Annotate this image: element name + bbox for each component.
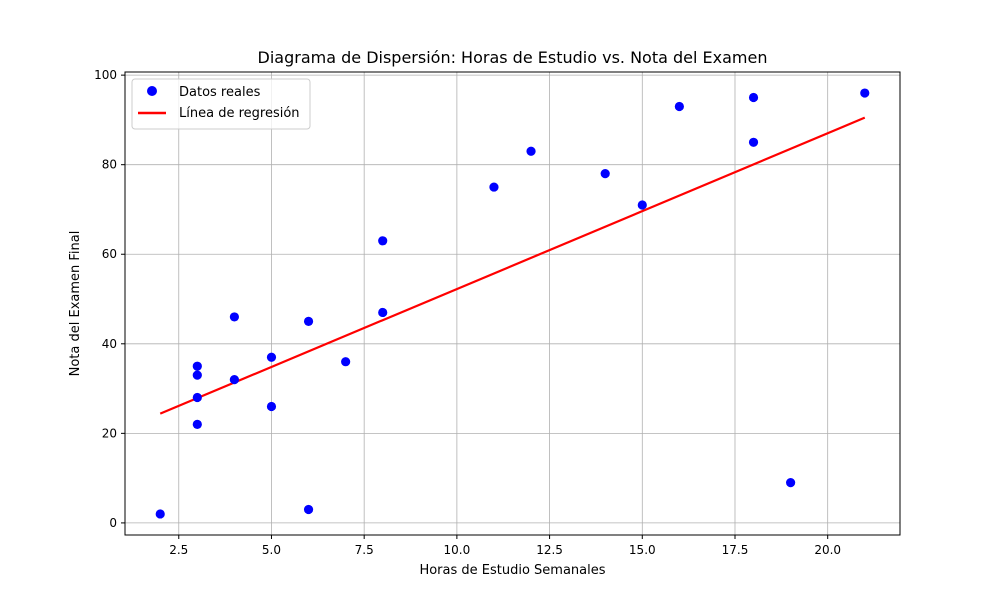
regression-line (159, 116, 866, 415)
data-point (600, 169, 610, 179)
x-tick-label: 15.0 (629, 543, 656, 557)
data-point (229, 375, 239, 385)
data-point (748, 92, 759, 103)
data-point (266, 401, 277, 412)
data-point (674, 101, 684, 112)
data-point (526, 146, 536, 156)
plot-frame (124, 71, 901, 536)
data-point (786, 478, 796, 488)
data-point (489, 182, 499, 192)
legend-label-datos-reales: Datos reales (179, 85, 261, 100)
data-point (266, 352, 277, 362)
data-point (378, 307, 388, 318)
data-point (378, 236, 388, 246)
legend-box (131, 78, 311, 130)
data-point (303, 504, 314, 515)
x-tick-label: 12.5 (536, 543, 563, 557)
grid-lines (125, 72, 900, 535)
y-tick-label: 60 (102, 247, 117, 261)
x-tick-label: 5.0 (262, 543, 281, 557)
data-point (192, 361, 202, 371)
data-point (155, 509, 165, 519)
y-tick-label: 100 (94, 68, 117, 82)
data-point (192, 419, 202, 429)
x-tick-label: 10.0 (444, 543, 471, 557)
y-tick-label: 0 (109, 516, 117, 530)
y-axis: 0 20 40 60 80 100 (94, 68, 125, 530)
x-tick-label: 7.5 (355, 543, 374, 557)
x-tick-label: 17.5 (722, 543, 749, 557)
y-axis-label: Nota del Examen Final (68, 231, 83, 377)
chart-title: Diagrama de Dispersión: Horas de Estudio… (258, 48, 768, 67)
x-axis-label: Horas de Estudio Semanales (419, 563, 605, 578)
legend-scatter-marker (147, 86, 157, 96)
data-point (748, 137, 759, 147)
y-tick-label: 40 (102, 337, 117, 351)
data-point (341, 357, 351, 367)
series-layer (155, 88, 870, 519)
data-point (637, 200, 647, 210)
y-tick-label: 20 (102, 426, 117, 440)
data-point (192, 392, 202, 403)
x-axis: 2.5 5.0 7.5 10.0 12.5 15.0 17.5 20.0 (169, 535, 841, 557)
data-point (860, 88, 870, 98)
legend: Datos reales Línea de regresión (131, 78, 311, 130)
data-point (192, 370, 202, 380)
x-tick-label: 20.0 (814, 543, 841, 557)
data-point (229, 312, 239, 322)
data-point (303, 316, 314, 327)
legend-label-linea-regresion: Línea de regresión (179, 106, 300, 121)
x-tick-label: 2.5 (169, 543, 188, 557)
y-tick-label: 80 (102, 158, 117, 172)
